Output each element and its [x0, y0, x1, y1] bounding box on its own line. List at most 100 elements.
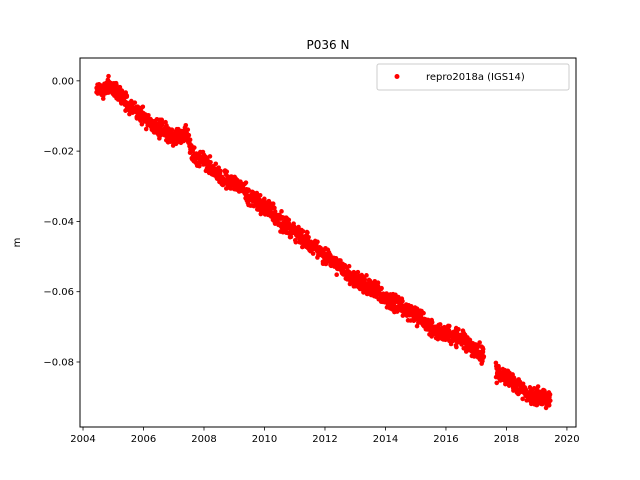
data-point: [279, 209, 284, 214]
data-point: [228, 186, 234, 191]
data-point: [117, 92, 122, 98]
data-point: [110, 85, 116, 91]
y-axis: 0.00 −0.02 −0.04 −0.06 −0.08: [43, 76, 80, 368]
data-point: [305, 230, 310, 235]
data-point: [519, 387, 524, 393]
data-point: [547, 398, 553, 403]
data-point: [183, 131, 189, 136]
data-point: [547, 392, 553, 397]
data-point: [135, 110, 140, 115]
data-point: [187, 137, 193, 142]
data-point: [237, 183, 243, 189]
data-point: [265, 205, 270, 210]
data-layer: [94, 73, 553, 411]
data-point: [218, 168, 223, 174]
data-point: [286, 217, 292, 223]
data-point: [201, 159, 207, 164]
data-point: [454, 344, 459, 350]
data-point: [216, 165, 221, 170]
data-point: [207, 154, 213, 159]
data-point: [496, 366, 502, 372]
data-point: [283, 222, 288, 228]
data-point: [421, 310, 426, 316]
x-tick-label: 2010: [252, 434, 277, 445]
data-point: [447, 323, 452, 329]
chart-title: P036 N: [307, 38, 350, 52]
legend-marker: [394, 74, 400, 79]
data-point: [185, 127, 191, 132]
data-point: [495, 370, 500, 375]
x-tick-label: 2012: [312, 434, 337, 445]
data-point: [292, 229, 298, 235]
data-point: [319, 250, 325, 256]
data-point: [364, 273, 369, 278]
x-tick-label: 2018: [494, 434, 519, 445]
data-point: [429, 320, 435, 325]
x-tick-label: 2008: [191, 434, 216, 445]
data-point: [159, 127, 164, 133]
data-point: [300, 229, 306, 234]
data-point: [507, 377, 512, 382]
data-point: [379, 285, 384, 291]
data-point: [374, 289, 379, 295]
data-point: [124, 93, 130, 98]
legend: repro2018a (IGS14): [376, 63, 570, 91]
data-point: [104, 82, 110, 87]
data-point: [315, 239, 320, 245]
data-point: [410, 310, 415, 316]
data-point: [401, 306, 406, 312]
data-point: [511, 375, 517, 381]
data-point: [219, 176, 225, 182]
data-point: [177, 134, 183, 140]
y-tick-label: −0.06: [43, 287, 74, 298]
data-point: [346, 271, 352, 277]
x-tick-label: 2016: [433, 434, 458, 445]
data-point: [141, 113, 146, 119]
data-point: [165, 131, 171, 136]
data-point: [153, 124, 158, 129]
data-point: [197, 163, 202, 169]
legend-label: repro2018a (IGS14): [426, 72, 525, 83]
data-point: [337, 264, 343, 270]
data-point: [310, 251, 316, 256]
data-point: [365, 282, 370, 287]
data-point: [355, 278, 361, 284]
data-point: [147, 120, 152, 126]
y-axis-label: m: [12, 238, 23, 248]
data-point: [437, 322, 443, 327]
data-point: [392, 299, 397, 305]
data-point: [224, 169, 230, 174]
data-point: [143, 126, 149, 132]
data-point: [192, 155, 198, 161]
data-point: [383, 296, 388, 302]
data-point: [479, 352, 485, 358]
data-point: [494, 380, 500, 386]
data-point: [98, 89, 104, 94]
data-point: [270, 201, 276, 207]
data-point: [256, 201, 261, 207]
x-tick-label: 2014: [373, 434, 398, 445]
data-point: [346, 263, 352, 269]
data-point: [375, 280, 381, 286]
data-point: [301, 236, 307, 242]
data-point: [513, 384, 518, 389]
data-point: [171, 134, 177, 140]
x-tick-label: 2004: [70, 434, 95, 445]
data-point: [114, 82, 119, 88]
y-tick-label: −0.08: [43, 357, 74, 368]
data-point: [169, 127, 175, 132]
data-point: [139, 121, 145, 127]
data-point: [464, 342, 470, 347]
data-point: [546, 403, 552, 408]
data-point: [243, 180, 249, 185]
data-point: [543, 398, 549, 403]
data-point: [129, 106, 134, 112]
data-point: [296, 224, 301, 230]
data-point: [428, 324, 434, 330]
data-point: [208, 159, 213, 165]
data-point: [400, 298, 405, 304]
plot-frame: [79, 57, 577, 428]
data-point: [254, 190, 260, 196]
data-point: [257, 193, 263, 198]
